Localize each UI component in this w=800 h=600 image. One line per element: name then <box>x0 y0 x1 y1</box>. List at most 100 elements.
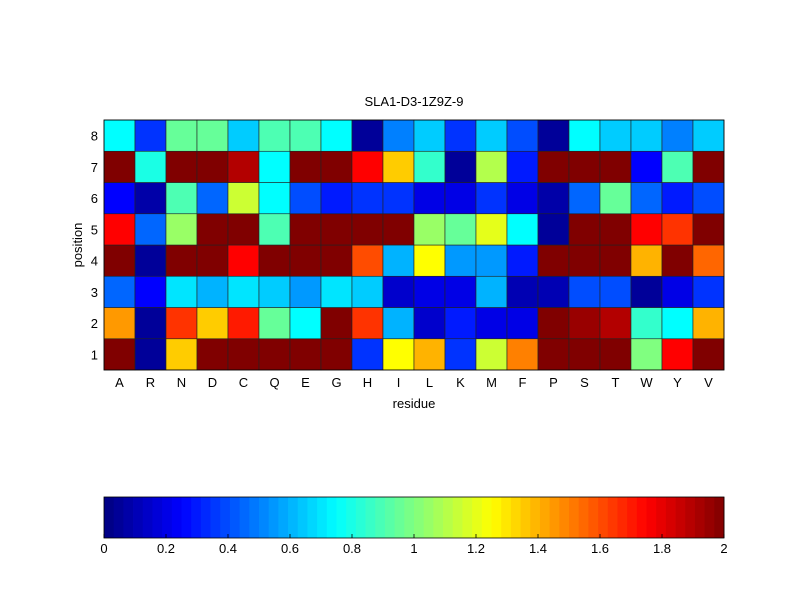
colorbar-segment <box>113 497 124 538</box>
x-tick-label: P <box>549 375 558 390</box>
heatmap-cell <box>475 338 508 371</box>
x-tick-label: M <box>486 375 497 390</box>
heatmap-cell <box>413 182 446 215</box>
heatmap-cell <box>351 307 384 340</box>
colorbar-segment <box>239 497 250 538</box>
colorbar-segment <box>317 497 328 538</box>
x-tick-label: A <box>115 375 124 390</box>
heatmap-cell <box>196 338 229 371</box>
heatmap-cell <box>692 244 725 277</box>
colorbar-segment <box>249 497 260 538</box>
heatmap-cell <box>661 307 694 340</box>
heatmap-cell <box>227 182 260 215</box>
colorbar-segment <box>414 497 425 538</box>
colorbar-segment <box>510 497 521 538</box>
heatmap-cell <box>537 244 570 277</box>
y-tick-label: 4 <box>91 254 98 269</box>
colorbar-tick-label: 1.8 <box>653 541 671 556</box>
heatmap-cell <box>382 338 415 371</box>
heatmap-cell <box>568 275 601 308</box>
heatmap-cell <box>382 182 415 215</box>
heatmap-cell <box>444 244 477 277</box>
heatmap-cell <box>351 182 384 215</box>
heatmap-cell <box>289 244 322 277</box>
heatmap-cell <box>506 213 539 246</box>
heatmap-cell <box>320 275 353 308</box>
heatmap-cell <box>506 150 539 183</box>
heatmap-cell <box>134 119 167 152</box>
heatmap-cell <box>320 307 353 340</box>
colorbar-segment <box>627 497 638 538</box>
colorbar-tick-label: 0.2 <box>157 541 175 556</box>
heatmap-cell <box>568 150 601 183</box>
colorbar-segment <box>200 497 211 538</box>
colorbar-segment <box>191 497 202 538</box>
x-tick-label: T <box>612 375 620 390</box>
heatmap-cell <box>475 182 508 215</box>
heatmap-cell <box>537 213 570 246</box>
colorbar-segment <box>375 497 386 538</box>
heatmap-cell <box>692 119 725 152</box>
colorbar-segment <box>404 497 415 538</box>
colorbar-segment <box>462 497 473 538</box>
x-tick-label: S <box>580 375 589 390</box>
colorbar-segment <box>598 497 609 538</box>
heatmap-cell <box>506 338 539 371</box>
x-tick-label: N <box>177 375 186 390</box>
colorbar-segment <box>259 497 270 538</box>
heatmap-cell <box>506 182 539 215</box>
heatmap-cell <box>196 275 229 308</box>
heatmap-cell <box>630 307 663 340</box>
heatmap-cell <box>599 213 632 246</box>
heatmap-cell <box>227 307 260 340</box>
heatmap-cell <box>289 150 322 183</box>
heatmap-cell <box>537 119 570 152</box>
colorbar-segment <box>569 497 580 538</box>
y-axis-label: position <box>70 223 85 268</box>
heatmap-cell <box>196 182 229 215</box>
heatmap-cell <box>258 119 291 152</box>
colorbar-segment <box>171 497 182 538</box>
heatmap-cell <box>351 275 384 308</box>
colorbar-tick-label: 1 <box>410 541 417 556</box>
colorbar-segment <box>530 497 541 538</box>
heatmap-cell <box>599 275 632 308</box>
heatmap-cell <box>382 150 415 183</box>
colorbar-tick-label: 0.6 <box>281 541 299 556</box>
heatmap-cell <box>661 150 694 183</box>
heatmap-cell <box>165 213 198 246</box>
x-tick-label: I <box>397 375 401 390</box>
colorbar-tick-label: 1.4 <box>529 541 547 556</box>
y-tick-label: 7 <box>91 160 98 175</box>
heatmap-cell <box>599 119 632 152</box>
heatmap-cell <box>289 213 322 246</box>
heatmap-cell <box>165 150 198 183</box>
heatmap-cell <box>165 275 198 308</box>
heatmap-cell <box>289 182 322 215</box>
colorbar-segment <box>162 497 173 538</box>
colorbar-tick-label: 2 <box>720 541 727 556</box>
heatmap-cell <box>413 338 446 371</box>
x-tick-label: F <box>519 375 527 390</box>
chart-title: SLA1-D3-1Z9Z-9 <box>365 94 464 109</box>
heatmap-cell <box>103 213 136 246</box>
heatmap-cell <box>320 244 353 277</box>
colorbar-segment <box>481 497 492 538</box>
heatmap-cell <box>475 307 508 340</box>
x-tick-label: C <box>239 375 248 390</box>
colorbar-tick-label: 0 <box>100 541 107 556</box>
heatmap-cell <box>568 213 601 246</box>
heatmap-cell <box>661 213 694 246</box>
colorbar-segment <box>220 497 231 538</box>
colorbar-segment <box>104 497 115 538</box>
heatmap-cell <box>661 119 694 152</box>
colorbar-segment <box>423 497 434 538</box>
heatmap-cell <box>537 275 570 308</box>
heatmap-cell <box>227 338 260 371</box>
colorbar-segment <box>607 497 618 538</box>
x-tick-label: R <box>146 375 155 390</box>
heatmap-cell <box>475 213 508 246</box>
heatmap-cell <box>289 307 322 340</box>
x-tick-label: L <box>426 375 433 390</box>
